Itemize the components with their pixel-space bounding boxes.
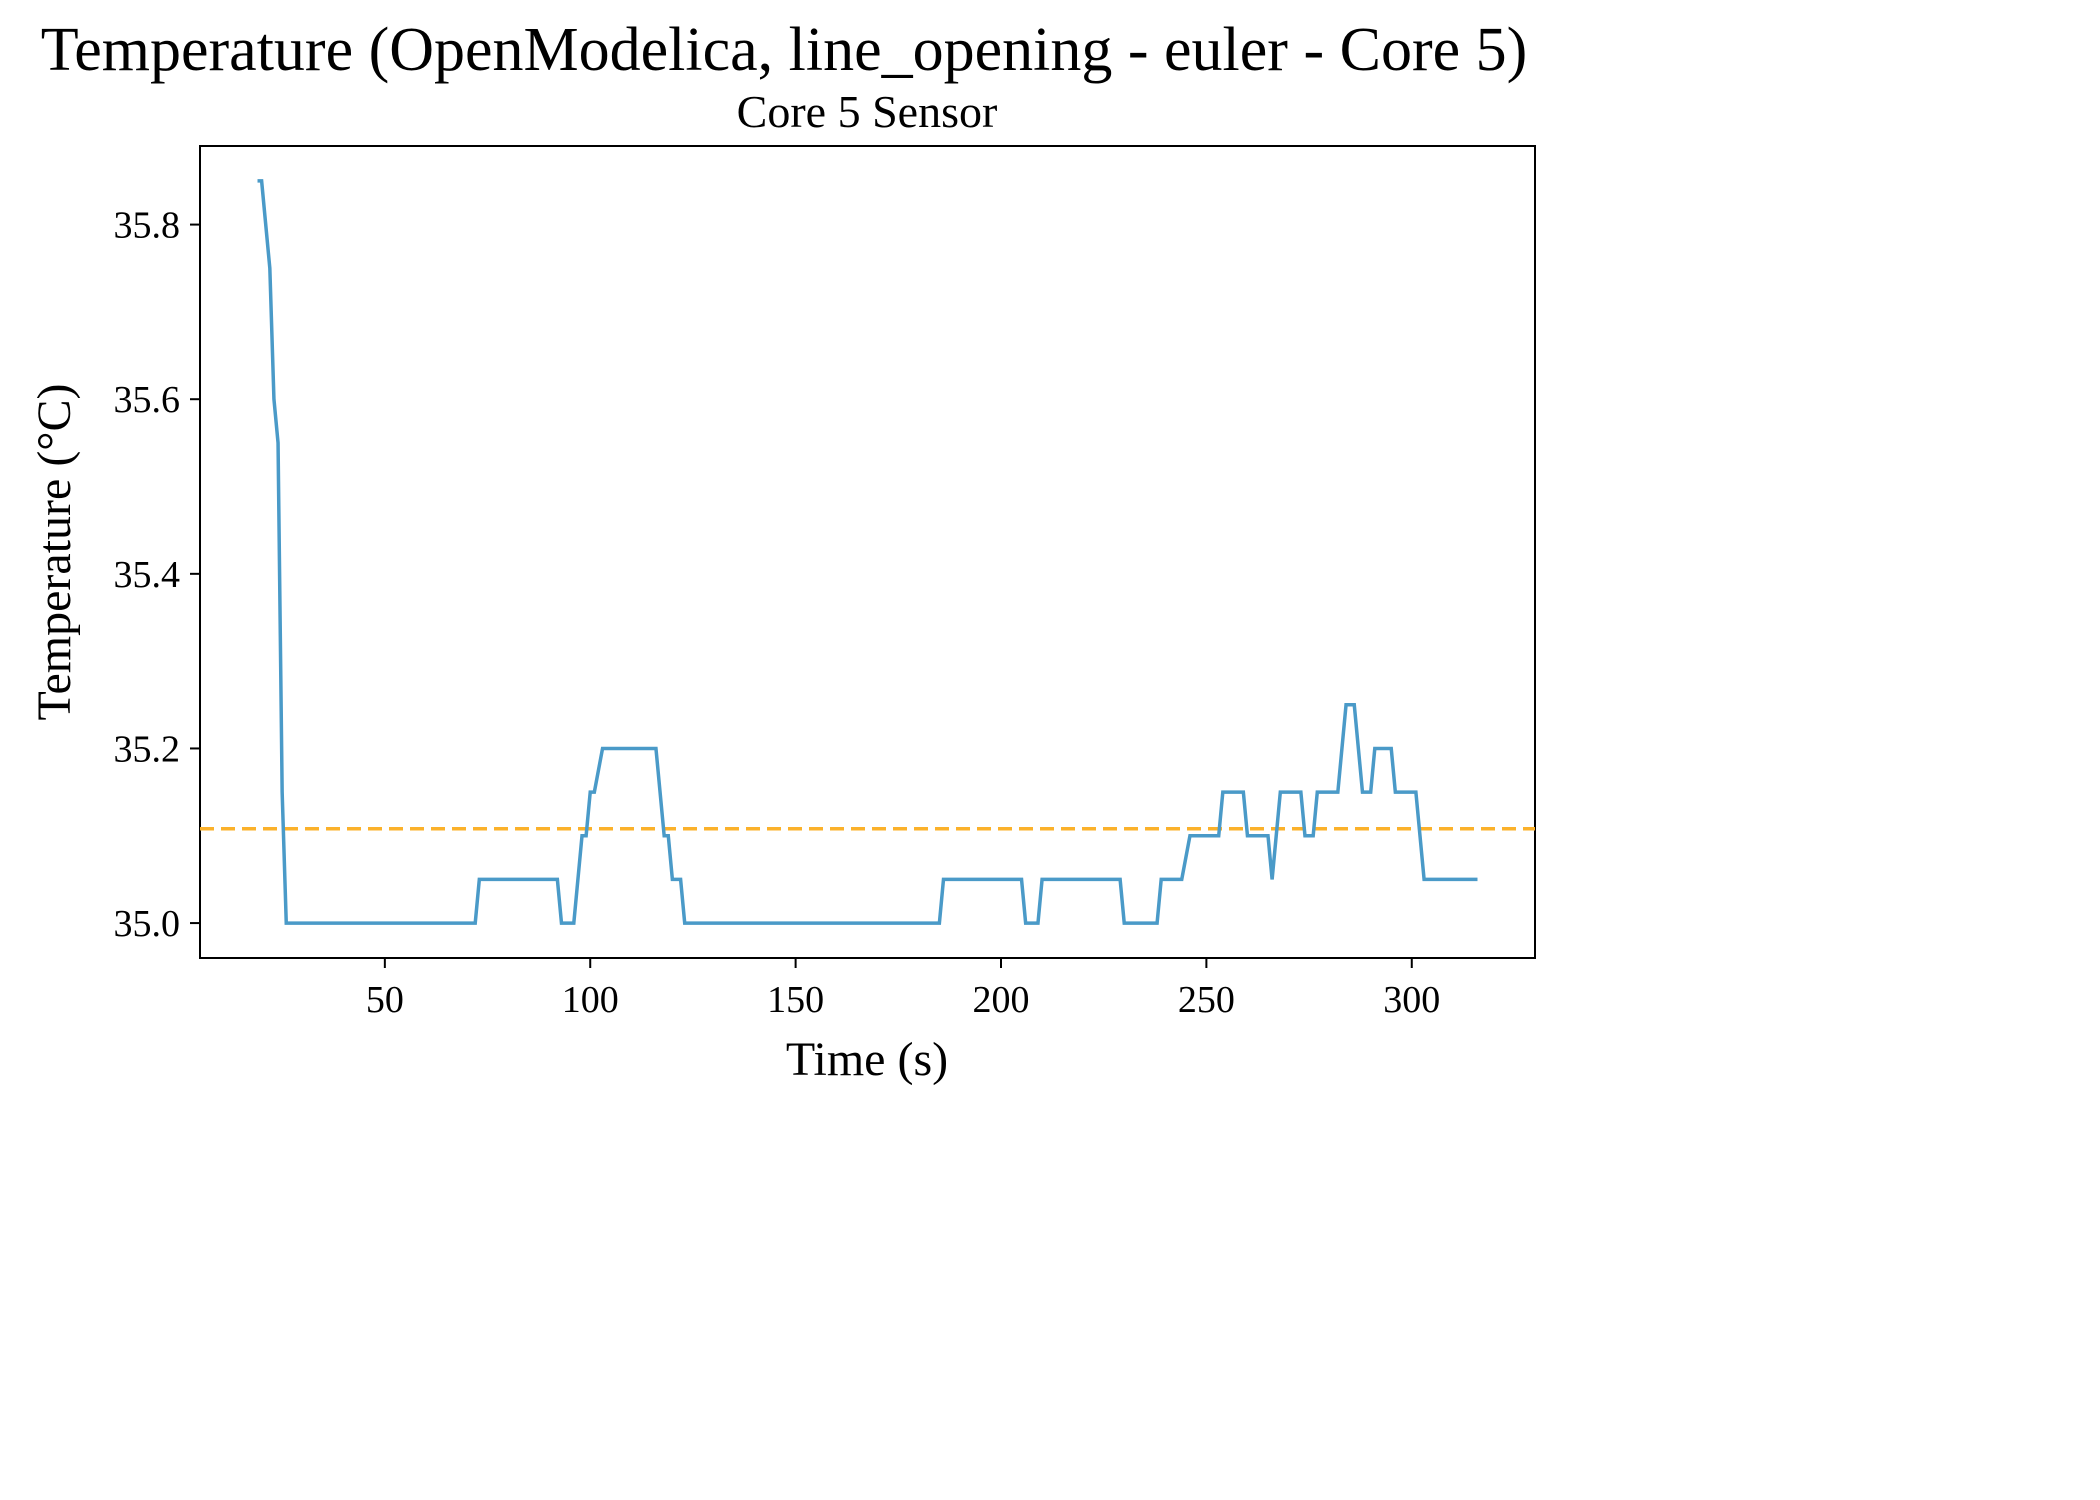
x-tick-label: 100 bbox=[562, 979, 619, 1021]
chart-subtitle: Core 5 Sensor bbox=[737, 86, 998, 137]
x-axis-ticks: 50 100 150 200 250 300 bbox=[366, 958, 1440, 1021]
plot-area: 50 100 150 200 250 300 35.0 35.2 35.4 35.6 35.8 bbox=[114, 145, 1536, 1021]
y-axis-label: Temperature (°C) bbox=[28, 383, 81, 720]
series-line bbox=[257, 179, 1478, 925]
x-tick-label: 200 bbox=[973, 979, 1030, 1021]
x-axis-label: Time (s) bbox=[786, 1033, 948, 1086]
y-tick-label: 35.2 bbox=[114, 728, 181, 770]
plot-frame bbox=[199, 145, 1536, 959]
y-tick-label: 35.0 bbox=[114, 903, 181, 945]
line-chart: Temperature (OpenModelica, line_opening … bbox=[28, 16, 1536, 1086]
y-tick-label: 35.6 bbox=[114, 379, 181, 421]
y-axis-ticks: 35.0 35.2 35.4 35.6 35.8 bbox=[114, 205, 200, 945]
x-tick-label: 150 bbox=[767, 979, 824, 1021]
series-group bbox=[200, 179, 1535, 925]
y-tick-label: 35.4 bbox=[114, 554, 181, 596]
y-tick-label: 35.8 bbox=[114, 205, 181, 247]
x-tick-label: 300 bbox=[1383, 979, 1440, 1021]
x-tick-label: 250 bbox=[1178, 979, 1235, 1021]
x-tick-label: 50 bbox=[366, 979, 404, 1021]
chart-title: Temperature (OpenModelica, line_opening … bbox=[41, 16, 1528, 84]
